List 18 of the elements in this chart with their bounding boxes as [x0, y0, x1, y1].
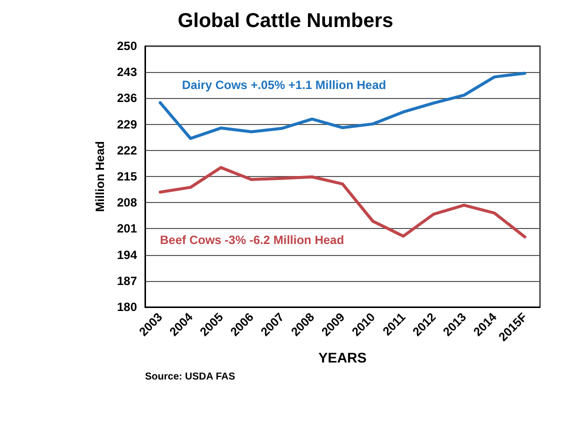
y-tick-label: 229 — [116, 117, 138, 132]
series-label: Dairy Cows +.05% +1.1 Million Head — [182, 78, 386, 92]
source-note: Source: USDA FAS — [145, 372, 236, 382]
y-axis-title: Million Head — [93, 141, 108, 212]
x-axis-title: YEARS — [318, 349, 367, 366]
y-tick-label: 215 — [116, 170, 138, 184]
y-tick-label: 250 — [116, 39, 138, 53]
y-tick-label: 180 — [116, 300, 138, 314]
y-tick-label: 236 — [116, 91, 138, 106]
y-tick-label: 243 — [116, 65, 138, 80]
y-tick-label: 187 — [116, 274, 138, 288]
y-tick-label: 208 — [116, 196, 138, 210]
y-tick-label: 201 — [116, 222, 138, 236]
chart-title: Global Cattle Numbers — [178, 10, 394, 32]
y-tick-label: 222 — [116, 143, 138, 158]
y-tick-label: 194 — [116, 248, 138, 262]
text: Beef Cows -3% -6.2 Million Head — [160, 233, 344, 247]
line-series — [158, 72, 526, 140]
